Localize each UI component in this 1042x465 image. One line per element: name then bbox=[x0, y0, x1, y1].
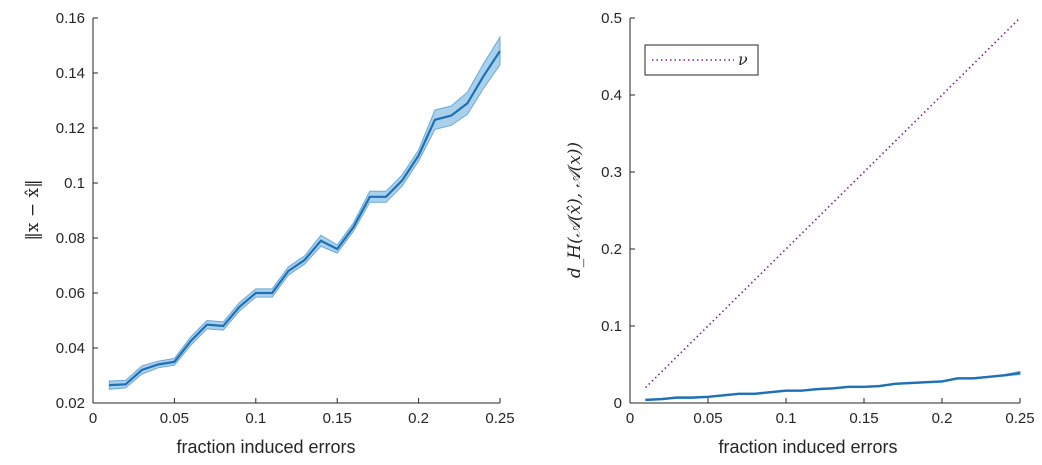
right-x-tick-label: 0 bbox=[626, 410, 634, 427]
left-y-tick-label: 0.08 bbox=[56, 230, 85, 247]
right-y-axis-title: d_H(𝒜(x̂), 𝒜(x)) bbox=[565, 142, 585, 278]
svg-text:d_H(𝒜(x̂), 𝒜(x)): d_H(𝒜(x̂), 𝒜(x)) bbox=[565, 142, 585, 278]
left-y-tick-label: 0.02 bbox=[56, 395, 85, 412]
left-y-tick-label: 0.16 bbox=[56, 10, 85, 27]
right-y-tick-label: 0.3 bbox=[601, 164, 622, 181]
left-y-axis-title: ‖x − x̂‖ bbox=[23, 179, 43, 240]
left-x-tick-labels: 0 0.05 0.1 0.15 0.2 0.25 bbox=[89, 410, 515, 427]
left-y-tick-label: 0.1 bbox=[64, 175, 85, 192]
left-y-tick-label: 0.06 bbox=[56, 285, 85, 302]
left-x-tick-label: 0.1 bbox=[245, 410, 266, 427]
right-x-tick-labels: 0 0.05 0.1 0.15 0.2 0.25 bbox=[626, 410, 1035, 427]
left-x-tick-label: 0.2 bbox=[408, 410, 429, 427]
left-y-tick-label: 0.12 bbox=[56, 120, 85, 137]
left-x-tick-label: 0.05 bbox=[160, 410, 189, 427]
right-x-tick-label: 0.1 bbox=[776, 410, 797, 427]
left-confidence-band bbox=[108, 35, 501, 390]
left-y-tick-label: 0.04 bbox=[56, 340, 85, 357]
left-y-tick-labels: 0.02 0.04 0.06 0.08 0.1 0.12 0.14 0.16 bbox=[56, 10, 85, 412]
right-series-line bbox=[645, 371, 1021, 401]
right-y-tick-label: 0.4 bbox=[601, 87, 622, 104]
left-x-axis-title: fraction induced errors bbox=[176, 437, 355, 457]
chart-left: 0.02 0.04 0.06 0.08 0.1 0.12 0.14 0.16 0 0.05 0.1… bbox=[23, 10, 515, 457]
left-tick-marks bbox=[92, 17, 501, 404]
chart-right: 0 0.1 0.2 0.3 0.4 0.5 0 0.05 0.1 0.15 0.2 0.25 fra… bbox=[565, 10, 1035, 457]
right-y-tick-label: 0.2 bbox=[601, 241, 622, 258]
left-x-tick-label: 0.25 bbox=[485, 410, 514, 427]
left-y-tick-label: 0.14 bbox=[56, 65, 85, 82]
right-x-tick-label: 0.05 bbox=[693, 410, 722, 427]
right-x-tick-label: 0.15 bbox=[849, 410, 878, 427]
legend-nu-label: ν bbox=[738, 50, 748, 69]
right-y-tick-label: 0 bbox=[614, 395, 622, 412]
right-x-tick-label: 0.2 bbox=[932, 410, 953, 427]
left-x-tick-label: 0 bbox=[89, 410, 97, 427]
right-x-axis-title: fraction induced errors bbox=[718, 437, 897, 457]
left-x-tick-label: 0.15 bbox=[323, 410, 352, 427]
right-y-tick-label: 0.1 bbox=[601, 318, 622, 335]
svg-text:‖x − x̂‖: ‖x − x̂‖ bbox=[23, 179, 43, 240]
right-y-tick-label: 0.5 bbox=[601, 10, 622, 27]
right-x-tick-label: 0.25 bbox=[1005, 410, 1034, 427]
right-y-tick-labels: 0 0.1 0.2 0.3 0.4 0.5 bbox=[601, 10, 622, 412]
left-series-line bbox=[109, 50, 501, 387]
right-legend: ν bbox=[644, 44, 759, 76]
